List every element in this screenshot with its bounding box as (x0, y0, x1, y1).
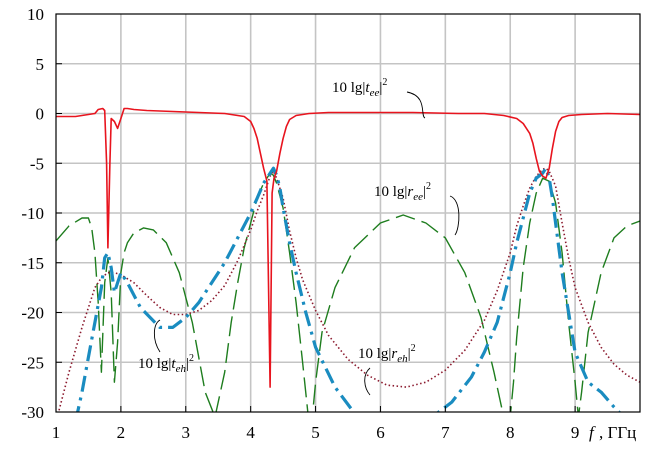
x-tick-label: 6 (376, 423, 385, 442)
grid (56, 14, 640, 412)
series-label-reh: 10 lg|reh|2 (358, 343, 416, 365)
series-line-teh (76, 166, 622, 412)
y-tick-label: 10 (27, 5, 44, 24)
x-tick-label: 5 (311, 423, 320, 442)
series-line-reh (57, 167, 640, 412)
y-tick-label: -30 (21, 403, 44, 422)
label-leader-reh (364, 367, 371, 396)
series-line-ree (56, 172, 640, 412)
series-labels: 10 lg|tee|2 10 lg|ree|2 10 lg|teh|2 10 lg|r… (138, 77, 460, 396)
series-label-ree: 10 lg|ree|2 (374, 181, 431, 203)
series-line-tee (56, 107, 640, 388)
label-leader-tee (406, 91, 426, 119)
y-tick-label: -25 (21, 353, 44, 372)
label-leader-teh (153, 319, 161, 353)
x-axis-unit: , ГГц (599, 423, 636, 442)
series-label-teh: 10 lg|teh|2 (138, 353, 194, 375)
y-tick-label: -5 (30, 154, 44, 173)
x-axis-var: f (589, 423, 596, 442)
y-tick-label: 0 (36, 105, 45, 124)
y-tick-label: -10 (21, 204, 44, 223)
x-tick-label: 3 (182, 423, 191, 442)
x-tick-label: 2 (117, 423, 126, 442)
x-tick-label: 1 (52, 423, 61, 442)
y-tick-label: 5 (36, 55, 45, 74)
x-tick-label: 8 (506, 423, 515, 442)
x-tick-label: 7 (441, 423, 450, 442)
series-layer (56, 107, 640, 412)
series-label-tee: 10 lg|tee|2 (332, 77, 387, 99)
tick-layer: 1 2 3 4 5 6 7 8 9 10 5 0 -5 -10 -15 -20 -25 -30 (21, 5, 579, 442)
y-tick-label: -20 (21, 304, 44, 323)
x-tick-label: 4 (246, 423, 255, 442)
label-leader-ree (449, 195, 460, 236)
x-axis-label: f , ГГц (589, 423, 636, 442)
x-tick-label: 9 (571, 423, 580, 442)
y-tick-label: -15 (21, 254, 44, 273)
